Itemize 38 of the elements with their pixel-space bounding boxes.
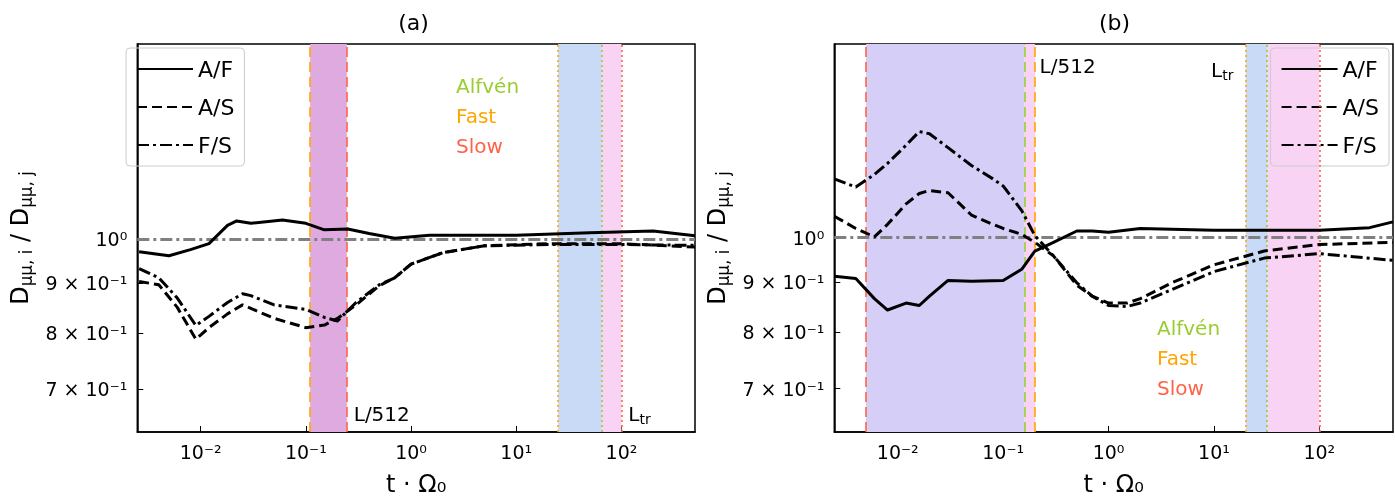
legend-label: A/F bbox=[1342, 56, 1378, 82]
ref-line-label: Fast bbox=[456, 104, 497, 128]
x-tick-label: 10⁰ bbox=[395, 440, 427, 463]
y-tick-label: 7 × 10⁻¹ bbox=[742, 377, 825, 400]
chart-title: (a) bbox=[398, 9, 429, 35]
x-tick-label: 10⁰ bbox=[1092, 440, 1125, 463]
y-axis-title: Dμμ, i / Dμμ, j bbox=[6, 171, 36, 305]
ref-line-label: Alfvén bbox=[456, 74, 520, 98]
x-tick-label: 10² bbox=[605, 440, 638, 463]
x-tick-label: 10⁻² bbox=[876, 440, 919, 463]
ref-line-label: Slow bbox=[1157, 376, 1204, 400]
y-tick-label: 10⁰ bbox=[792, 226, 825, 249]
legend-label: A/F bbox=[198, 56, 234, 82]
ref-line-label: Slow bbox=[456, 134, 503, 158]
x-tick-label: 10⁻¹ bbox=[284, 440, 327, 463]
y-tick-label: 8 × 10⁻¹ bbox=[45, 321, 128, 344]
y-tick-label: 8 × 10⁻¹ bbox=[742, 321, 825, 344]
legend-label: A/S bbox=[198, 94, 235, 120]
x-tick-label: 10² bbox=[1303, 440, 1336, 463]
legend-label: A/S bbox=[1342, 94, 1380, 120]
x-tick-label: 10¹ bbox=[500, 440, 533, 463]
legend-label: F/S bbox=[1342, 132, 1377, 158]
annotation: L/512 bbox=[353, 401, 410, 426]
x-tick-label: 10⁻² bbox=[179, 440, 222, 463]
y-axis-title: Dμμ, i / Dμμ, j bbox=[703, 171, 733, 305]
x-tick-label: 10¹ bbox=[1198, 440, 1230, 463]
y-tick-label: 9 × 10⁻¹ bbox=[45, 272, 128, 295]
y-tick-label: 9 × 10⁻¹ bbox=[742, 271, 825, 294]
chart-title: (b) bbox=[1098, 9, 1131, 35]
ref-line-label: Alfvén bbox=[1157, 316, 1221, 340]
annotation: L/512 bbox=[1039, 54, 1096, 78]
x-axis-title: t · Ω₀ bbox=[386, 470, 447, 498]
legend-label: F/S bbox=[198, 132, 233, 158]
x-axis-title: t · Ω₀ bbox=[1083, 470, 1144, 498]
y-tick-label: 7 × 10⁻¹ bbox=[45, 378, 128, 401]
ref-line-label: Fast bbox=[1157, 346, 1198, 370]
x-tick-label: 10⁻¹ bbox=[982, 440, 1025, 463]
y-tick-label: 10⁰ bbox=[95, 228, 128, 251]
